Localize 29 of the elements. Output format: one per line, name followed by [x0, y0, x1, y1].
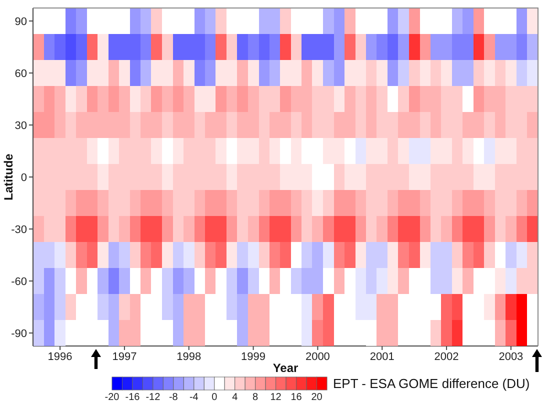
color-bar-title: EPT - ESA GOME difference (DU) — [333, 376, 530, 391]
color-bar-label: 4 — [232, 392, 238, 403]
color-bar-label: 0 — [212, 392, 218, 403]
y-tick-label: -90 — [11, 328, 27, 340]
y-tick-label: 60 — [14, 68, 27, 80]
y-tick-label: 30 — [14, 120, 27, 132]
x-tick-label: 1997 — [112, 350, 137, 363]
color-bar-label: -8 — [168, 392, 178, 403]
color-bar-label: 12 — [270, 392, 282, 403]
color-bar-label: -4 — [189, 392, 199, 403]
x-tick-label: 2002 — [434, 350, 459, 363]
y-tick-label: -60 — [11, 276, 27, 288]
color-bar-label: 16 — [290, 392, 302, 403]
color-bar-label: -20 — [104, 392, 120, 403]
x-tick-label: 1998 — [176, 350, 202, 363]
color-bar-label: -16 — [125, 392, 140, 403]
y-tick-label: 90 — [14, 16, 27, 28]
color-bar-label: 8 — [252, 392, 259, 403]
x-tick-label: 2000 — [305, 350, 330, 363]
color-bar-label: 20 — [311, 392, 323, 403]
x-tick-label: 1996 — [48, 350, 72, 363]
x-axis-title: Year — [272, 361, 299, 375]
y-axis-title: Latitude — [1, 153, 16, 200]
color-bar-label: -12 — [146, 392, 161, 403]
y-tick-label: 0 — [20, 172, 27, 184]
x-tick-label: 1999 — [241, 350, 266, 363]
y-tick-label: -30 — [11, 224, 27, 236]
x-tick-label: 2001 — [370, 350, 394, 363]
x-tick-label: 2003 — [498, 350, 524, 363]
